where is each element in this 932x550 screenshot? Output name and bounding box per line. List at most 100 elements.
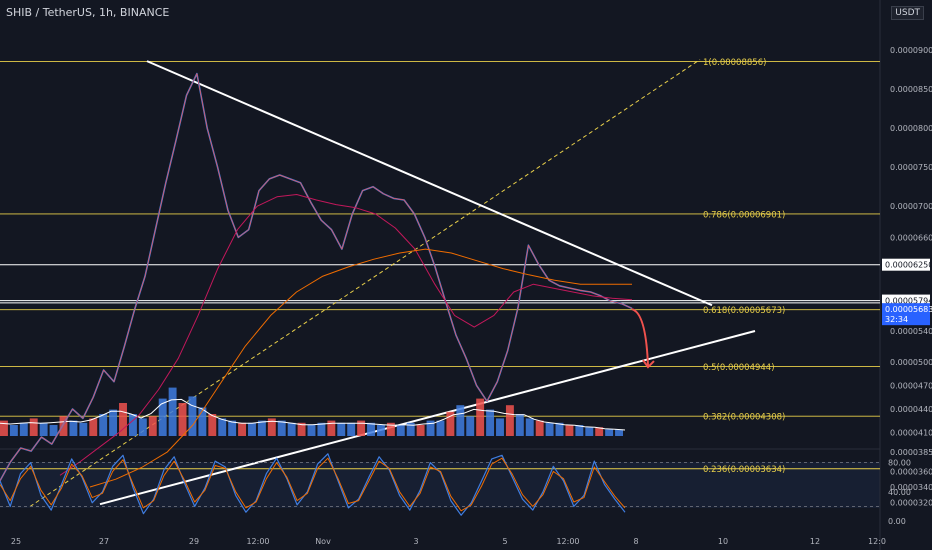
volume-bar [476,398,485,436]
volume-bar [615,429,623,436]
volume-bar [456,405,465,436]
volume-bar [158,398,167,436]
time-axis-tick: 12:00 [556,537,579,546]
volume-bar [307,425,316,436]
volume-bar [426,420,435,436]
oscillator-k-line [0,453,626,516]
time-axis-tick: 10 [718,537,728,546]
volume-bar [575,425,584,436]
time-axis-tick: 8 [633,537,638,546]
oscillator-axis-tick: 40.00 [888,488,911,497]
triangle-upper-trendline [146,60,713,307]
volume-bar [178,403,187,436]
volume-bar [446,411,455,436]
volume-bar [337,422,346,436]
volume-bar [9,425,18,436]
fib-label: 0.786(0.00006901) [703,210,785,220]
time-axis-tick: 29 [189,537,199,546]
volume-bar [317,422,326,436]
last-price-label: 0.00005683 [885,305,932,314]
time-axis-tick: 5 [502,537,507,546]
oscillator-axis-tick: 80.00 [888,459,911,468]
time-axis-tick: 3 [413,537,418,546]
level-price-label: 0.00006250 [885,261,932,270]
volume-bar [386,422,395,436]
volume-bar [138,418,147,436]
volume-bar [119,403,127,436]
volume-bar [188,396,197,436]
volume-bar [515,414,524,436]
volume-bar [168,387,177,436]
volume-bar [19,422,28,436]
volume-bar [406,422,415,436]
volume-bar [79,422,88,436]
moving-average-long [89,248,632,488]
oscillator-d-line [0,457,626,512]
volume-bar [287,422,296,436]
fib-label: 0.5(0.00004944) [703,363,775,373]
volume-bar [347,422,356,436]
volume-bar [486,409,495,436]
bar-countdown-label: 32:34 [885,315,908,324]
volume-bar [248,422,256,436]
volume-bar [267,418,276,436]
volume-bar [228,420,237,436]
volume-average-line [0,398,626,431]
time-axis-tick: 25 [11,537,21,546]
volume-bar [545,422,554,436]
oscillator-axis-tick: 0.00 [888,517,906,526]
volume-bar [128,414,137,436]
volume-bar [327,420,336,436]
volume-bar [218,418,227,436]
time-axis-tick: 12 [810,537,820,546]
volume-bar [416,425,425,436]
volume-bar [109,409,118,436]
fib-label: 0.618(0.00005673) [703,306,785,316]
volume-bar [496,418,504,436]
volume-bar [505,405,514,436]
volume-bar [525,418,534,436]
moving-average-short [59,194,633,476]
volume-bar [39,422,48,436]
volume-bar [59,416,68,436]
time-axis-tick: 12:00 [246,537,269,546]
symbol-title: SHIB / TetherUS, 1h, BINANCE [6,6,170,19]
volume-bar [357,420,366,436]
volume-bar [297,422,306,436]
fib-label: 0.236(0.00003634) [703,465,785,475]
volume-bar [238,422,247,436]
time-axis-tick: 12:0 [868,537,886,546]
projection-arrow [631,308,649,367]
volume-bar [29,418,38,436]
volume-bar [198,407,207,436]
volume-bar [208,414,217,436]
fib-label: 0.382(0.00004308) [703,413,785,423]
volume-bar [99,414,108,436]
time-axis-tick: Nov [315,537,331,546]
volume-bar [535,420,544,436]
oscillator-band-fill [0,462,880,508]
upper-price-label: 0.00005794 [885,297,932,306]
volume-bar [595,427,604,436]
last-price-box [882,303,930,326]
volume-bar [89,418,98,436]
volume-bar [367,422,375,436]
volume-bar [257,420,266,436]
currency-unit-button[interactable]: USDT [891,6,924,20]
volume-bar [49,425,58,436]
volume-bar [396,425,405,436]
level-price-label-box [882,258,930,271]
volume-bar [436,420,445,436]
